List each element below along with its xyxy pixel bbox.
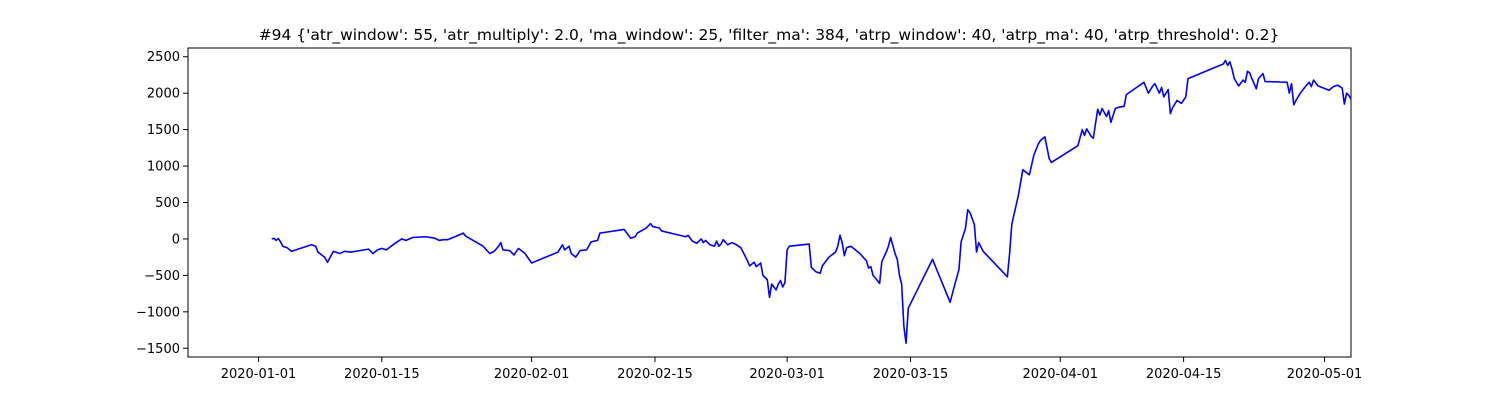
x-tick-label: 2020-05-01	[1287, 367, 1363, 382]
y-tick-label: 2500	[147, 50, 180, 65]
y-tick-label: −500	[144, 269, 180, 284]
y-axis: −1500 −1000 −500 0 500 1000 1500 2000 2500	[136, 50, 188, 357]
y-tick-label: 0	[172, 232, 180, 247]
plot-area: 2020-01-01 2020-01-15 2020-02-01 2020-02-15…	[136, 47, 1363, 382]
chart-title: #94 {'atr_window': 55, 'atr_multiply': 2…	[259, 26, 1280, 45]
x-tick-label: 2020-01-01	[221, 367, 297, 382]
y-tick-label: 500	[155, 196, 180, 211]
y-tick-label: 2000	[147, 87, 180, 102]
x-tick-label: 2020-03-15	[873, 367, 949, 382]
x-tick-label: 2020-02-15	[617, 367, 693, 382]
x-tick-label: 2020-02-01	[494, 367, 570, 382]
y-tick-label: −1000	[136, 305, 180, 320]
x-tick-label: 2020-04-15	[1146, 367, 1222, 382]
series-line	[271, 59, 1352, 344]
x-axis: 2020-01-01 2020-01-15 2020-02-01 2020-02-15…	[221, 357, 1363, 382]
x-tick-label: 2020-03-01	[749, 367, 825, 382]
y-tick-label: 1500	[147, 123, 180, 138]
y-tick-label: 1000	[147, 160, 180, 175]
y-tick-label: −1500	[136, 342, 180, 357]
x-tick-label: 2020-01-15	[344, 367, 420, 382]
x-tick-label: 2020-04-01	[1022, 367, 1098, 382]
